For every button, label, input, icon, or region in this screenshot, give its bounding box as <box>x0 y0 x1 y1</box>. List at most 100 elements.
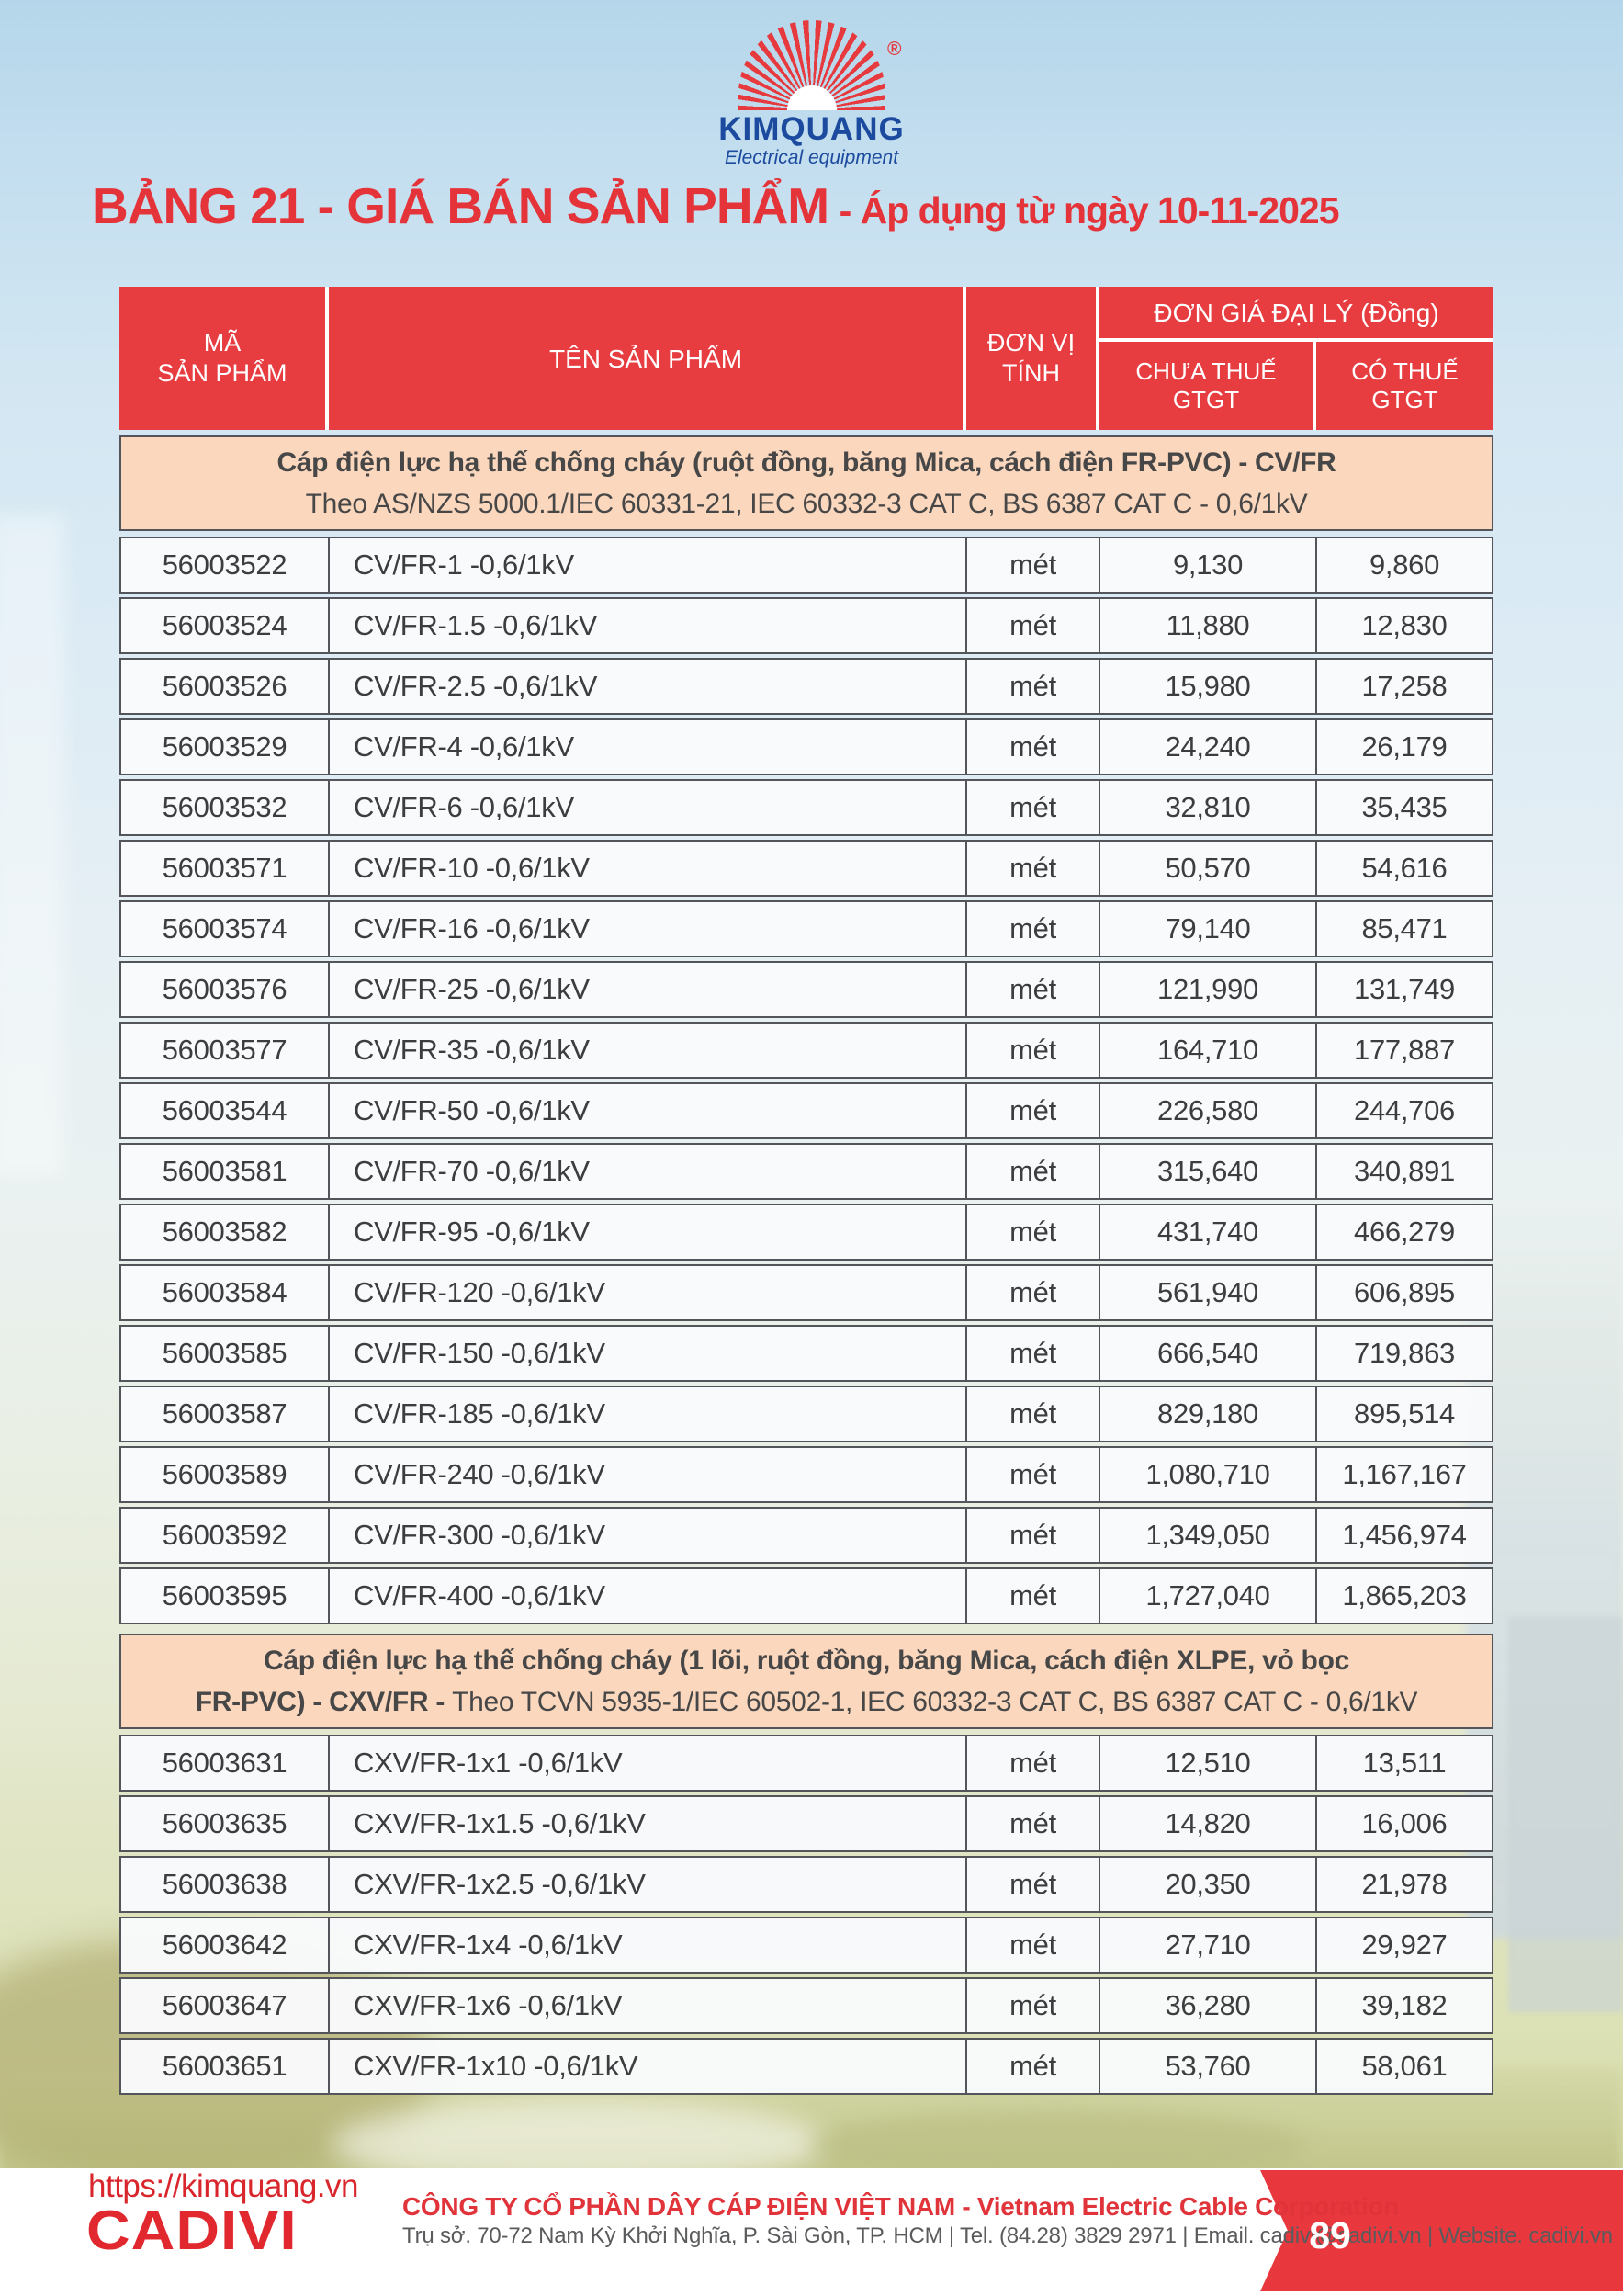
page-title-date: - Áp dụng từ ngày 10-11-2025 <box>839 189 1340 232</box>
product-code: 56003584 <box>121 1266 330 1319</box>
unit: mét <box>967 1797 1100 1850</box>
product-code: 56003524 <box>121 599 330 652</box>
price-ex-vat: 32,810 <box>1100 781 1317 834</box>
price-inc-vat: 466,279 <box>1354 1216 1455 1248</box>
product-name: CV/FR-50 -0,6/1kV <box>330 1084 967 1137</box>
price-ex-vat: 11,880 <box>1100 599 1317 652</box>
section-band-line: Theo AS/NZS 5000.1/IEC 60331-21, IEC 603… <box>305 489 1308 519</box>
table-row: 56003592 CV/FR-300 -0,6/1kV mét 1,349,050 1,… <box>119 1507 1493 1564</box>
price-inc-vat: 58,061 <box>1361 2050 1448 2082</box>
product-name: CV/FR-120 -0,6/1kV <box>330 1266 967 1319</box>
price-ex-vat: 1,727,040 <box>1100 1569 1317 1623</box>
price-ex-vat: 164,710 <box>1100 1024 1317 1077</box>
logo-tagline: Electrical equipment <box>724 147 899 168</box>
product-name: CV/FR-4 -0,6/1kV <box>330 720 967 774</box>
product-code: 56003574 <box>121 902 330 956</box>
unit: mét <box>967 1569 1100 1623</box>
price-ex-vat: 53,760 <box>1100 2040 1317 2093</box>
unit: mét <box>967 842 1100 895</box>
price-ex-vat: 12,510 <box>1100 1736 1317 1790</box>
table-row: 56003582 CV/FR-95 -0,6/1kV mét 431,740 466,2… <box>119 1204 1493 1261</box>
price-ex-vat: 121,990 <box>1100 963 1317 1016</box>
price-ex-vat: 50,570 <box>1100 842 1317 895</box>
price-ex-vat: 315,640 <box>1100 1145 1317 1198</box>
product-name: CV/FR-70 -0,6/1kV <box>330 1145 967 1198</box>
header-unit: ĐƠN VỊ TÍNH <box>966 287 1099 430</box>
kimquang-url: https://kimquang.vn <box>88 2168 359 2204</box>
product-code: 56003571 <box>121 842 330 895</box>
table-row: 56003642 CXV/FR-1x4 -0,6/1kV mét 27,710 29,9… <box>119 1917 1493 1974</box>
table-row: 56003544 CV/FR-50 -0,6/1kV mét 226,580 244,7… <box>119 1082 1493 1139</box>
product-code: 56003647 <box>121 1979 330 2032</box>
unit: mét <box>967 1024 1100 1077</box>
price-ex-vat: 666,540 <box>1100 1327 1317 1380</box>
product-code: 56003544 <box>121 1084 330 1137</box>
header-price-ex-vat: CHƯA THUẾ GTGT <box>1099 342 1316 430</box>
table-row: 56003576 CV/FR-25 -0,6/1kV mét 121,990 131,7… <box>119 961 1493 1018</box>
bg-left-building <box>0 515 64 1176</box>
unit: mét <box>967 1918 1100 1972</box>
product-code: 56003631 <box>121 1736 330 1790</box>
price-inc-vat: 21,978 <box>1361 1868 1448 1900</box>
section-band-line: Cáp điện lực hạ thế chống cháy (ruột đồn… <box>276 447 1336 478</box>
kimquang-logo: ® KIMQUANG Electrical equipment <box>711 20 913 169</box>
unit: mét <box>967 599 1100 652</box>
product-code: 56003522 <box>121 538 330 592</box>
company-address: Trụ sở. 70-72 Nam Kỳ Khởi Nghĩa, P. Sài … <box>402 2223 1613 2248</box>
table-row: 56003574 CV/FR-16 -0,6/1kV mét 79,140 85,471 <box>119 900 1493 957</box>
price-inc-vat: 54,616 <box>1361 852 1448 884</box>
table-row: 56003532 CV/FR-6 -0,6/1kV mét 32,810 35,435 <box>119 779 1493 836</box>
unit: mét <box>967 1084 1100 1137</box>
table-row: 56003651 CXV/FR-1x10 -0,6/1kV mét 53,760 58,… <box>119 2038 1493 2095</box>
unit: mét <box>967 1448 1100 1501</box>
table-row: 56003595 CV/FR-400 -0,6/1kV mét 1,727,040 1,… <box>119 1567 1493 1624</box>
unit: mét <box>967 902 1100 956</box>
price-ex-vat: 1,349,050 <box>1100 1509 1317 1562</box>
product-code: 56003526 <box>121 660 330 713</box>
price-inc-vat: 16,006 <box>1361 1807 1448 1839</box>
product-name: CV/FR-1.5 -0,6/1kV <box>330 599 967 652</box>
unit: mét <box>967 538 1100 592</box>
price-inc-vat: 719,863 <box>1354 1337 1455 1369</box>
header-price-inc-vat: CÓ THUẾ GTGT <box>1351 357 1459 413</box>
product-code: 56003577 <box>121 1024 330 1077</box>
table-row: 56003631 CXV/FR-1x1 -0,6/1kV mét 12,510 13,5… <box>119 1735 1493 1792</box>
price-ex-vat: 829,180 <box>1100 1387 1317 1441</box>
price-ex-vat: 1,080,710 <box>1100 1448 1317 1501</box>
unit: mét <box>967 660 1100 713</box>
registered-mark: ® <box>887 39 902 60</box>
price-inc-vat: 29,927 <box>1361 1928 1448 1961</box>
product-name: CXV/FR-1x4 -0,6/1kV <box>330 1918 967 1972</box>
table-row: 56003589 CV/FR-240 -0,6/1kV mét 1,080,710 1,… <box>119 1446 1493 1503</box>
product-code: 56003592 <box>121 1509 330 1562</box>
table-row: 56003587 CV/FR-185 -0,6/1kV mét 829,180 895,… <box>119 1386 1493 1442</box>
price-inc-vat: 1,167,167 <box>1342 1458 1467 1490</box>
product-name: CV/FR-1 -0,6/1kV <box>330 538 967 592</box>
price-inc-vat: 85,471 <box>1361 912 1448 944</box>
table-row: 56003635 CXV/FR-1x1.5 -0,6/1kV mét 14,820 16… <box>119 1795 1493 1852</box>
price-inc-vat: 244,706 <box>1354 1094 1455 1126</box>
product-code: 56003651 <box>121 2040 330 2093</box>
unit: mét <box>967 1327 1100 1380</box>
unit: mét <box>967 1979 1100 2032</box>
product-code: 56003532 <box>121 781 330 834</box>
unit: mét <box>967 781 1100 834</box>
price-inc-vat: 12,830 <box>1361 609 1448 641</box>
product-name: CXV/FR-1x2.5 -0,6/1kV <box>330 1858 967 1911</box>
price-inc-vat: 1,456,974 <box>1342 1519 1467 1551</box>
price-ex-vat: 14,820 <box>1100 1797 1317 1850</box>
cadivi-logo: CADIVI <box>86 2198 298 2261</box>
product-name: CV/FR-300 -0,6/1kV <box>330 1509 967 1562</box>
table-row: 56003571 CV/FR-10 -0,6/1kV mét 50,570 54,616 <box>119 840 1493 897</box>
table-row: 56003638 CXV/FR-1x2.5 -0,6/1kV mét 20,350 21… <box>119 1856 1493 1913</box>
unit: mét <box>967 2040 1100 2093</box>
price-ex-vat: 9,130 <box>1100 538 1317 592</box>
product-code: 56003576 <box>121 963 330 1016</box>
product-code: 56003529 <box>121 720 330 774</box>
product-name: CV/FR-150 -0,6/1kV <box>330 1327 967 1380</box>
price-inc-vat: 39,182 <box>1361 1989 1448 2021</box>
price-ex-vat: 15,980 <box>1100 660 1317 713</box>
product-code: 56003638 <box>121 1858 330 1911</box>
product-code: 56003589 <box>121 1448 330 1501</box>
